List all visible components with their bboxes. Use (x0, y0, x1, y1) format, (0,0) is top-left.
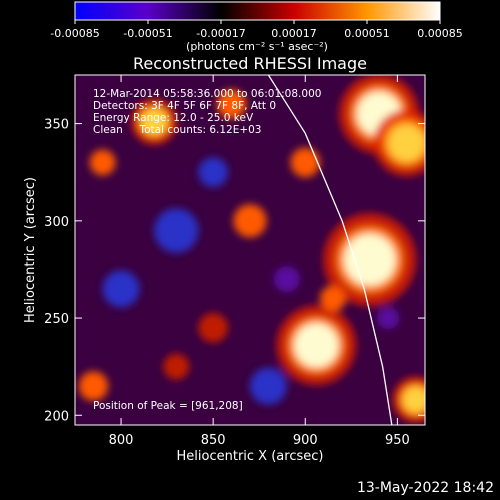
y-tick-label: 300 (44, 215, 69, 230)
emission-source (198, 313, 228, 343)
negative-region (102, 270, 140, 308)
emission-source (78, 371, 109, 401)
colorbar-tick-label: -0.00085 (50, 27, 99, 40)
x-axis-label: Heliocentric X (arcsec) (177, 449, 324, 464)
emission-source (294, 323, 339, 368)
emission-source (233, 204, 267, 238)
y-tick-label: 200 (44, 409, 69, 424)
chart-title: Reconstructed RHESSI Image (133, 54, 367, 73)
colorbar-tick-label: -0.00017 (196, 27, 245, 40)
solar-limb-curve (267, 75, 393, 425)
emission-source (290, 147, 320, 178)
emission-source (163, 353, 190, 380)
x-tick-label: 800 (109, 433, 134, 448)
emission-source (402, 386, 425, 413)
heatmap-plot: 800 850 900 950 200 250 300 350 (44, 74, 426, 448)
annotation-energy-range: Energy Range: 12.0 - 25.0 keV (93, 112, 254, 124)
negative-region (198, 157, 228, 187)
y-tick-label: 350 (44, 118, 69, 133)
colorbar: -0.00085 -0.00051 -0.00017 0.00017 0.00051 0.… (50, 1, 463, 53)
y-tick-label: 250 (44, 312, 69, 327)
annotation-clean-counts: Clean Total counts: 6.12E+03 (93, 124, 262, 136)
emission-source (89, 149, 116, 176)
x-tick-label: 950 (385, 433, 410, 448)
x-tick-label: 900 (293, 433, 318, 448)
colorbar-units-label: (photons cm⁻² s⁻¹ asec⁻²) (186, 40, 328, 53)
emission-source (388, 124, 425, 162)
peak-position-label: Position of Peak = [961,208] (93, 400, 243, 412)
x-tick-label: 850 (201, 433, 226, 448)
emission-source (343, 233, 396, 286)
negative-region (377, 307, 400, 330)
negative-region (273, 266, 300, 293)
negative-region (250, 367, 287, 405)
emission-source (141, 108, 168, 135)
emission-source (216, 89, 247, 119)
colorbar-tick-label: 0.00017 (271, 27, 317, 40)
negative-region (154, 208, 199, 253)
annotation-detectors: Detectors: 3F 4F 5F 6F 7F 8F, Att 0 (93, 100, 276, 112)
footer-date: 13-May-2022 18:42 (356, 480, 494, 496)
colorbar-tick-label: 0.00085 (417, 27, 463, 40)
annotation-time-range: 12-Mar-2014 05:58:36.000 to 06:01:08.000 (93, 88, 321, 100)
colorbar-tick-label: 0.00051 (344, 27, 390, 40)
plot-frame (74, 74, 426, 426)
colorbar-tick-label: -0.00051 (123, 27, 172, 40)
emission-source (320, 285, 346, 312)
y-axis-label: Heliocentric Y (arcsec) (23, 177, 38, 323)
colorbar-gradient (74, 1, 441, 21)
